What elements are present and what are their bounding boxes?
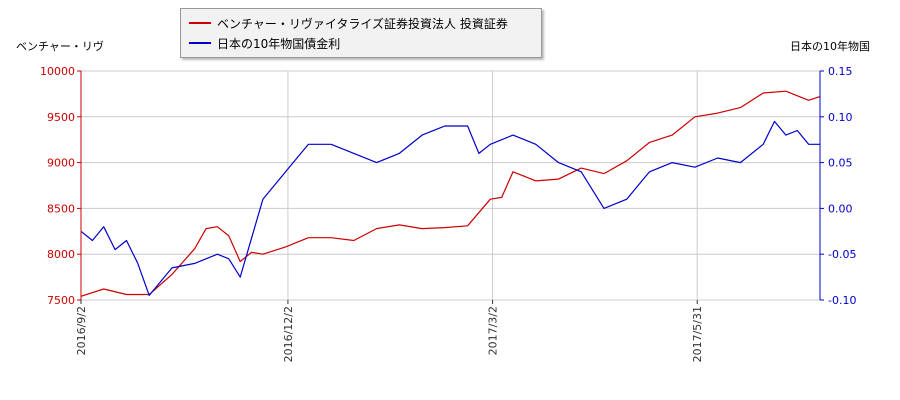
- x-tick-label: 2017/5/31: [691, 306, 704, 362]
- x-tick-label: 2016/12/2: [282, 306, 295, 362]
- left-tick-label: 8500: [47, 202, 75, 215]
- left-axis-title: ベンチャー・リヴ: [16, 40, 104, 53]
- legend: ベンチャー・リヴァイタライズ証券投資法人 投資証券 日本の10年物国債金利: [180, 8, 542, 58]
- left-tick-label: 7500: [47, 294, 75, 307]
- right-tick-label: 0.10: [828, 111, 853, 124]
- series-layer: [80, 90, 821, 297]
- left-tick-label: 8000: [47, 248, 75, 261]
- axes: 7500 8000 8500 9000 9500 10000 -0.10 -0.05 0.00 0…: [40, 65, 856, 362]
- right-tick-label: -0.10: [828, 294, 856, 307]
- right-tick-label: -0.05: [828, 248, 856, 261]
- legend-swatch-jgb: [189, 42, 211, 44]
- left-tick-label: 9500: [47, 111, 75, 124]
- series-line-jgb: [80, 120, 820, 296]
- right-tick-label: 0.00: [828, 202, 853, 215]
- legend-item-venture: ベンチャー・リヴァイタライズ証券投資法人 投資証券: [189, 14, 508, 32]
- x-tick-label: 2016/9/2: [75, 306, 88, 355]
- legend-label-venture: ベンチャー・リヴァイタライズ証券投資法人 投資証券: [217, 16, 508, 31]
- legend-item-jgb: 日本の10年物国債金利: [189, 34, 340, 52]
- right-axis-title: 日本の10年物国: [790, 40, 870, 53]
- legend-label-jgb: 日本の10年物国債金利: [217, 36, 341, 51]
- right-tick-label: 0.15: [828, 65, 853, 78]
- series-line-venture: [80, 90, 821, 297]
- plot-area: [80, 70, 821, 301]
- legend-swatch-venture: [189, 22, 211, 24]
- left-tick-label: 9000: [47, 157, 75, 170]
- left-tick-label: 10000: [40, 65, 75, 78]
- right-tick-label: 0.05: [828, 157, 853, 170]
- x-tick-label: 2017/3/2: [487, 306, 500, 355]
